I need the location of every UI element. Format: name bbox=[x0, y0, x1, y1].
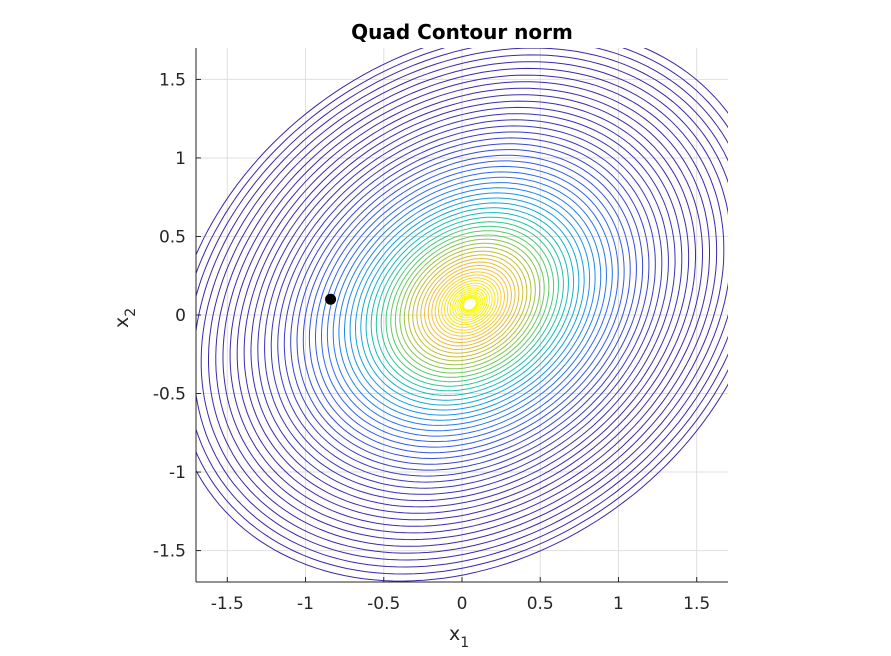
y-axis-label-subscript: 2 bbox=[123, 308, 139, 317]
x-tick-label: 1 bbox=[613, 594, 624, 614]
contour-line bbox=[438, 274, 502, 334]
contour-line bbox=[196, 48, 728, 575]
contour-line bbox=[420, 257, 520, 350]
x-axis-label-main: x bbox=[449, 623, 460, 645]
contour-line bbox=[208, 61, 728, 547]
contour-line bbox=[264, 113, 676, 495]
marker-layer bbox=[325, 293, 337, 305]
contour-line bbox=[416, 254, 524, 354]
contour-line bbox=[338, 182, 602, 426]
contour-line bbox=[365, 207, 575, 401]
contour-line bbox=[196, 48, 728, 568]
contour-line bbox=[296, 143, 644, 465]
contour-line bbox=[452, 287, 488, 321]
contour-line bbox=[222, 74, 718, 534]
x-tick-label: -0.5 bbox=[367, 594, 400, 614]
contour-line bbox=[236, 87, 703, 521]
contour-line bbox=[394, 234, 545, 374]
ticks: -1.5 -1 -0.5 0 0.5 1 1.5 -1.5 -1 -0.5 0 0.5 1 1.5 bbox=[153, 70, 710, 614]
contour-line bbox=[355, 197, 585, 411]
contour-line bbox=[326, 171, 613, 437]
contour-line bbox=[458, 293, 482, 315]
contour-line bbox=[461, 296, 479, 312]
y-tick-label: 1.5 bbox=[159, 70, 186, 90]
contour-line bbox=[412, 250, 528, 358]
contour-line bbox=[332, 176, 608, 432]
contour-line bbox=[250, 100, 690, 508]
contour-line bbox=[380, 221, 559, 387]
y-tick-label: 1 bbox=[175, 149, 186, 169]
contour-line bbox=[344, 187, 596, 421]
contour-line bbox=[283, 131, 656, 477]
contour-line bbox=[454, 289, 486, 319]
contour-line bbox=[385, 225, 555, 383]
contour-line bbox=[408, 246, 532, 362]
contour-line bbox=[424, 261, 516, 347]
y-tick-label: -1.5 bbox=[153, 542, 186, 562]
y-axis-label-main: x bbox=[111, 317, 133, 328]
contour-line bbox=[459, 294, 480, 314]
x-tick-label: 0 bbox=[457, 594, 468, 614]
x-tick-label: -1.5 bbox=[211, 594, 244, 614]
contour-line bbox=[277, 125, 663, 483]
y-tick-label: 0.5 bbox=[159, 227, 186, 247]
contour-line bbox=[427, 265, 512, 343]
contour-line bbox=[444, 280, 496, 328]
marked-point bbox=[325, 293, 337, 305]
contour-line bbox=[302, 149, 637, 460]
contour-line bbox=[456, 291, 484, 317]
contour-line bbox=[462, 296, 478, 312]
contour-lines bbox=[196, 48, 728, 582]
y-tick-label: -1 bbox=[169, 463, 186, 483]
contour-line bbox=[375, 216, 564, 392]
contour-line bbox=[229, 81, 710, 527]
contour-line bbox=[403, 242, 536, 366]
contour-line bbox=[215, 67, 725, 541]
y-tick-label: 0 bbox=[175, 306, 186, 326]
x-axis-label-subscript: 1 bbox=[460, 635, 469, 651]
contour-line bbox=[243, 94, 696, 514]
x-tick-label: -1 bbox=[297, 594, 314, 614]
contour-line bbox=[315, 160, 625, 448]
contour-line bbox=[441, 277, 499, 331]
y-tick-label: -0.5 bbox=[153, 385, 186, 405]
contour-line bbox=[321, 165, 619, 443]
contour-line bbox=[399, 238, 541, 370]
contour-line bbox=[290, 137, 650, 471]
contour-line bbox=[200, 54, 728, 554]
contour-line bbox=[446, 282, 493, 326]
chart-title: Quad Contour norm bbox=[351, 20, 573, 44]
contour-line bbox=[434, 271, 505, 337]
contour-line bbox=[449, 285, 491, 323]
contour-line bbox=[196, 48, 728, 582]
contour-line bbox=[196, 48, 728, 561]
contour-line bbox=[370, 212, 569, 396]
contour-line bbox=[308, 154, 631, 454]
contour-line bbox=[431, 268, 509, 340]
contour-line bbox=[257, 106, 683, 502]
y-axis-label: x2 bbox=[111, 308, 139, 328]
contour-line bbox=[390, 230, 550, 378]
x-tick-label: 1.5 bbox=[683, 594, 710, 614]
contour-line bbox=[349, 192, 591, 416]
contour-line bbox=[270, 119, 669, 489]
x-tick-label: 0.5 bbox=[527, 594, 554, 614]
x-axis-label: x1 bbox=[449, 623, 469, 651]
contour-line bbox=[360, 202, 580, 406]
